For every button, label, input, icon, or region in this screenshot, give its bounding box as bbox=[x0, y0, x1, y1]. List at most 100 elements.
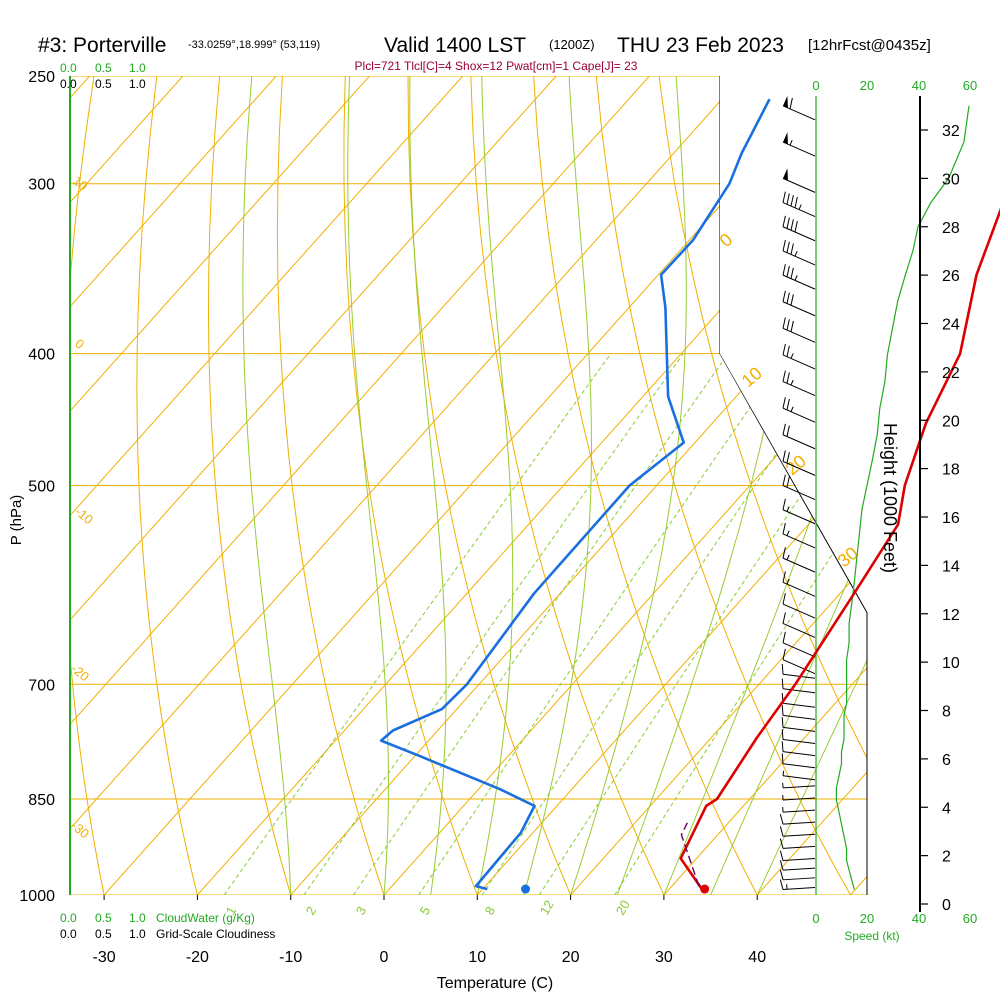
wind-barb-feather bbox=[782, 522, 786, 535]
wind-barb bbox=[782, 191, 816, 218]
wind-barb bbox=[781, 705, 816, 720]
pressure-tick-label: 500 bbox=[28, 479, 55, 496]
dry-adiabat-0 bbox=[276, 76, 385, 895]
wind-barb-feather bbox=[786, 452, 790, 464]
valid-time: Valid 1400 LST bbox=[384, 34, 526, 57]
dry-adiabat-90 bbox=[847, 76, 867, 162]
wind-barb-half-feather bbox=[786, 578, 790, 585]
wind-barb-staff bbox=[782, 797, 816, 801]
wind-barb-feather bbox=[782, 370, 786, 382]
wind-barb-staff bbox=[782, 867, 816, 871]
isotherm--70 bbox=[70, 76, 464, 517]
height-tick-label: 12 bbox=[942, 607, 960, 624]
speed-top-tick-3: 60 bbox=[963, 78, 977, 93]
isotherm-0 bbox=[383, 353, 867, 895]
wind-barb-feather bbox=[786, 476, 790, 488]
wind-barb-staff bbox=[782, 809, 816, 813]
cloudiness-label: Grid-Scale Cloudiness bbox=[156, 927, 275, 941]
wind-barb-half-feather bbox=[782, 770, 785, 776]
stability-indices: Plcl=721 Tlcl[C]=4 Shox=12 Pwat[cm]=1 Ca… bbox=[355, 59, 638, 73]
wind-barb bbox=[779, 826, 816, 837]
wind-barb bbox=[779, 814, 816, 825]
wind-barb bbox=[779, 869, 816, 881]
wind-barb-staff bbox=[782, 226, 816, 242]
mixing-ratio-label: 5 bbox=[417, 904, 434, 918]
wind-barb-pennant bbox=[783, 132, 788, 145]
wind-barb-half-feather bbox=[789, 139, 793, 146]
dry-adiabat-110 bbox=[973, 76, 1000, 895]
moist-adiabat-10 bbox=[476, 76, 514, 895]
sounding-series bbox=[379, 98, 1000, 894]
mixing-ratio-label: 20 bbox=[613, 897, 633, 917]
wind-barb bbox=[782, 450, 816, 476]
height-tick-label: 28 bbox=[942, 220, 960, 237]
dry-adiabat-60 bbox=[658, 76, 867, 760]
wind-barb bbox=[782, 612, 816, 638]
wind-barb-feather bbox=[781, 741, 784, 752]
wind-barb-feather bbox=[789, 97, 793, 109]
wind-barb-staff bbox=[782, 751, 816, 757]
valid-date: THU 23 Feb 2023 bbox=[617, 34, 784, 57]
speed-bottom-tick-1: 20 bbox=[860, 911, 874, 926]
temperature-tick-label: 10 bbox=[468, 949, 486, 966]
wind-barb-feather bbox=[779, 860, 784, 871]
wind-barb-staff bbox=[782, 785, 816, 789]
wind-barb-feather bbox=[782, 631, 786, 643]
moist-adiabat-20 bbox=[570, 76, 687, 895]
height-tick-label: 2 bbox=[942, 849, 951, 866]
wind-barb-feather bbox=[786, 319, 790, 331]
wind-barb bbox=[782, 593, 816, 619]
wind-barb-feather bbox=[779, 838, 784, 849]
wind-barb-staff bbox=[782, 557, 816, 573]
wind-barb-half-feather bbox=[790, 379, 794, 386]
wind-barb-feather bbox=[782, 547, 786, 559]
wind-barb-staff bbox=[782, 845, 816, 849]
top-cloudiness-tick-0: 0.0 bbox=[60, 77, 77, 91]
pressure-tick-label: 400 bbox=[28, 347, 55, 364]
wind-barb-feather bbox=[786, 372, 790, 384]
speed-top-tick-1: 20 bbox=[860, 78, 874, 93]
wind-barb-staff bbox=[782, 821, 816, 825]
moist-adiabat--10 bbox=[242, 76, 292, 895]
isotherm--90 bbox=[70, 76, 277, 308]
wind-barb-pennant bbox=[783, 168, 788, 181]
x-axis-title: Temperature (C) bbox=[437, 975, 553, 992]
height-tick-label: 16 bbox=[942, 510, 960, 527]
mixing-ratio-5 bbox=[418, 353, 788, 895]
dry-adiabat-40 bbox=[533, 76, 758, 895]
isotherm--30 bbox=[103, 76, 837, 895]
speed-bottom-tick-2: 40 bbox=[912, 911, 926, 926]
wind-barb-feather bbox=[782, 450, 786, 462]
wind-barb-half-feather bbox=[794, 275, 798, 281]
grid-lines bbox=[70, 76, 1000, 895]
wind-barb-feather bbox=[782, 290, 786, 302]
wind-barb-staff bbox=[782, 642, 816, 658]
temperature-tick-label: -30 bbox=[93, 949, 116, 966]
wind-barb-staff bbox=[782, 726, 816, 732]
bottom-cloudwater-tick-1: 0.5 bbox=[95, 911, 112, 925]
dewpoint-line bbox=[379, 98, 771, 891]
pressure-tick-label: 250 bbox=[28, 69, 55, 86]
isotherm--40 bbox=[70, 76, 744, 830]
wind-barb-staff bbox=[782, 763, 816, 769]
wind-barb bbox=[782, 370, 816, 397]
wind-barb-half-feather bbox=[798, 204, 802, 210]
wind-barb-feather bbox=[790, 294, 794, 306]
mixing-ratio-label: 3 bbox=[353, 904, 370, 918]
bottom-cloudwater-tick-0: 0.0 bbox=[60, 911, 77, 925]
wind-barb bbox=[779, 860, 816, 871]
mixing-ratio-20 bbox=[614, 499, 867, 895]
temperature-tick-label: 40 bbox=[748, 949, 766, 966]
wind-barb-feather bbox=[782, 239, 786, 252]
wind-barb-staff bbox=[782, 702, 816, 708]
bottom-cloudwater-tick-2: 1.0 bbox=[129, 911, 146, 925]
isotherm-label: -10 bbox=[72, 504, 96, 528]
wind-barb-staff bbox=[782, 603, 816, 619]
top-cloudwater-tick-2: 1.0 bbox=[129, 61, 146, 75]
wind-barb-staff bbox=[782, 105, 816, 121]
wind-barb-staff bbox=[782, 460, 816, 476]
wind-barb bbox=[782, 770, 816, 781]
bottom-cloudiness-tick-1: 0.5 bbox=[95, 927, 112, 941]
speed-top-tick-2: 40 bbox=[912, 78, 926, 93]
